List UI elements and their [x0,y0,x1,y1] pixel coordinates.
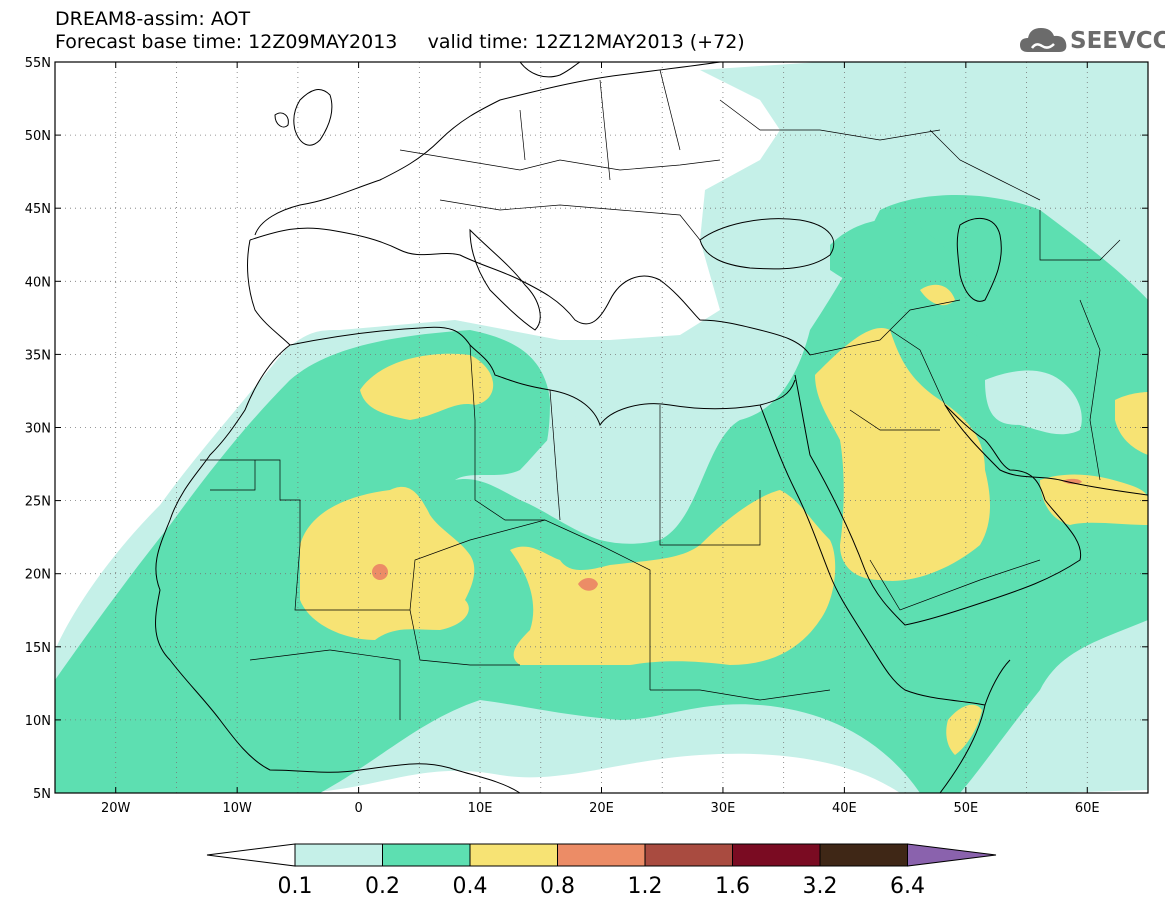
cloud-icon [1020,28,1067,52]
coastlines [155,62,1148,793]
lat-tick-label: 10N [25,714,51,729]
colorbar: 0.1 0.2 0.4 0.8 1.2 1.6 3.2 6.4 [206,843,997,899]
colorbar-label: 3.2 [803,874,838,899]
latitude-axis: 5N 10N 15N 20N 25N 30N 35N 40N 45N 50N 55N [25,56,1148,802]
lat-tick-label: 55N [25,56,51,71]
colorbar-arrow-high [907,843,997,867]
lon-tick-label: 60E [1075,801,1100,816]
aot-level-0.4 [300,284,1148,755]
lon-tick-label: 10E [468,801,493,816]
lat-tick-label: 25N [25,495,51,510]
lon-tick-label: 10W [222,801,252,816]
colorbar-swatch [644,843,733,867]
lat-tick-label: 35N [25,348,51,363]
colorbar-swatch [469,843,558,867]
colorbar-label: 0.1 [278,874,313,899]
colorbar-label: 0.4 [453,874,488,899]
lat-tick-label: 40N [25,275,51,290]
colorbar-label: 1.2 [628,874,663,899]
colorbar-swatch [294,843,383,867]
lon-tick-label: 30E [711,801,736,816]
lat-tick-label: 20N [25,568,51,583]
colorbar-arrow-low [206,843,296,867]
lat-tick-label: 45N [25,202,51,217]
map-title: DREAM8-assim: AOT [55,8,251,30]
lat-tick-label: 5N [33,787,51,802]
colorbar-swatch [732,843,821,867]
colorbar-swatch [819,843,908,867]
aot-level-0.1-inner [455,370,1082,544]
forecast-time-subtitle: Forecast base time: 12Z09MAY2013 valid t… [55,31,745,53]
lon-tick-label: 20E [589,801,614,816]
lon-tick-label: 40E [832,801,857,816]
seevccc-logo: SEEVCCC [1018,22,1165,58]
colorbar-label: 6.4 [890,874,925,899]
lon-tick-label: 0 [354,801,362,816]
colorbar-label: 1.6 [715,874,750,899]
logo-text: SEEVCCC [1070,28,1165,54]
lon-tick-label: 20W [101,801,131,816]
aot-contours [55,62,1148,793]
lat-tick-label: 15N [25,641,51,656]
country-borders [200,69,1121,720]
lat-tick-label: 30N [25,422,51,437]
colorbar-swatch [382,843,471,867]
aot-level-0.8 [372,478,1082,591]
lon-tick-label: 50E [953,801,978,816]
longitude-axis: 20W 10W 0 10E 20E 30E 40E 50E 60E [101,62,1100,816]
lat-tick-label: 50N [25,129,51,144]
colorbar-swatch [557,843,646,867]
colorbar-label: 0.2 [365,874,400,899]
colorbar-label: 0.8 [540,874,575,899]
map-gridlines [55,62,1148,793]
